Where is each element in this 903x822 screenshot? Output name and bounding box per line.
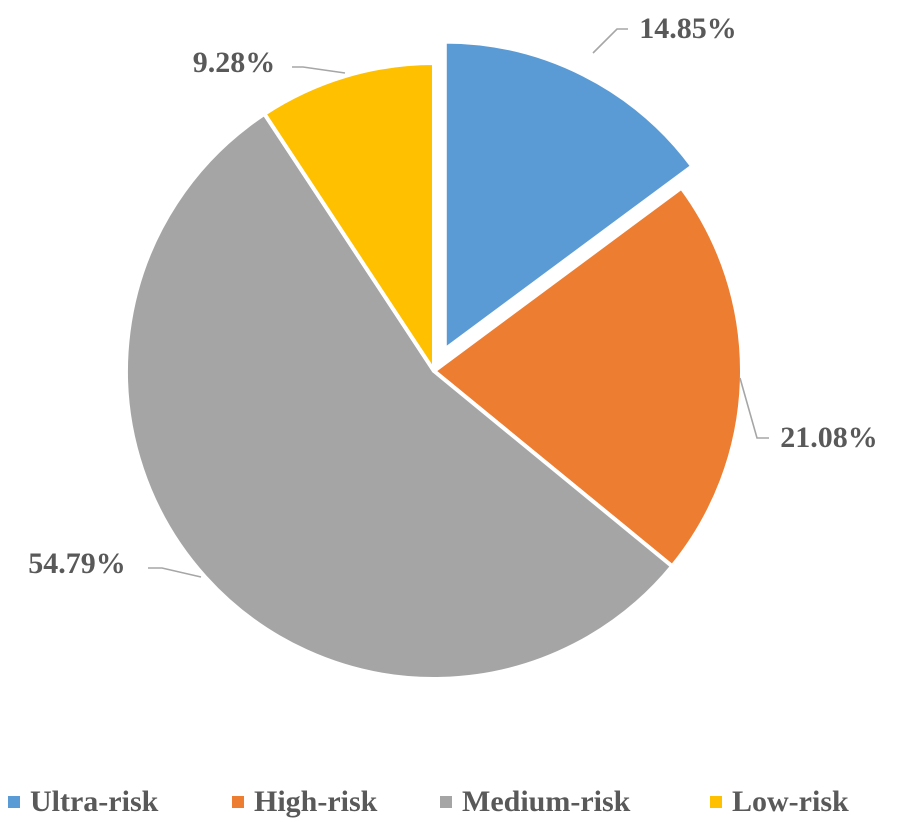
legend-item-high-risk[interactable]: High-risk [232, 782, 377, 822]
leader-line-ultra-risk [592, 28, 628, 54]
legend-label-ultra-risk: Ultra-risk [30, 785, 159, 818]
legend-item-ultra-risk[interactable]: Ultra-risk [8, 782, 158, 822]
data-label-low-risk: 9.28% [193, 46, 276, 79]
legend-swatch-high-risk [232, 796, 244, 808]
data-label-high-risk: 21.08% [780, 421, 878, 454]
legend-label-medium-risk: Medium-risk [462, 785, 631, 818]
data-label-ultra-risk: 14.85% [639, 12, 737, 45]
pie-slices [124, 39, 744, 681]
legend-label-high-risk: High-risk [254, 785, 378, 818]
leader-line-high-risk [739, 377, 769, 439]
pie-slice-ultra-risk[interactable] [442, 39, 695, 352]
pie-slice-medium-risk[interactable] [124, 111, 675, 681]
legend-item-medium-risk[interactable]: Medium-risk [440, 782, 630, 822]
legend-swatch-ultra-risk [8, 796, 20, 808]
legend-swatch-low-risk [710, 796, 722, 808]
leader-line-low-risk [292, 66, 346, 74]
data-label-medium-risk: 54.79% [28, 547, 126, 580]
legend: Ultra-risk High-risk Medium-risk Low-ris… [0, 782, 903, 822]
leader-line-medium-risk [148, 567, 202, 578]
leader-lines [148, 28, 769, 578]
data-labels: 14.85% 21.08% 54.79% 9.28% [28, 12, 878, 580]
legend-item-low-risk[interactable]: Low-risk [710, 782, 849, 822]
legend-label-low-risk: Low-risk [732, 785, 849, 818]
pie-slice-low-risk[interactable] [262, 61, 436, 373]
legend-swatch-medium-risk [440, 796, 452, 808]
pie-slice-high-risk[interactable] [432, 185, 744, 569]
